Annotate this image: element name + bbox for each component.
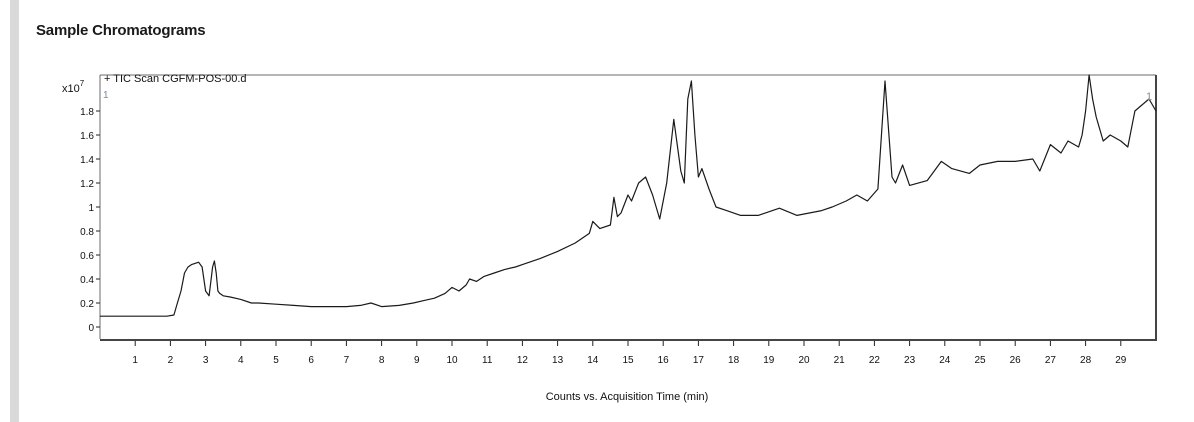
x-tick-label: 20 xyxy=(798,355,810,366)
y-tick-label: 0.6 xyxy=(80,251,94,262)
x-tick-label: 6 xyxy=(308,355,314,366)
y-axis: 0 0.2 0.4 0.6 0.8 1 1.2 1.4 1.6 1.8 xyxy=(80,107,100,334)
corner-marker-left: 1 xyxy=(103,90,109,101)
x-tick-label: 24 xyxy=(939,355,951,366)
x-tick-label: 26 xyxy=(1010,355,1022,366)
section-title: Sample Chromatograms xyxy=(36,22,206,39)
corner-marker-right: 1 xyxy=(1146,91,1152,103)
x-tick-label: 19 xyxy=(763,355,775,366)
x-tick-label: 13 xyxy=(552,355,564,366)
left-gutter-bar xyxy=(10,0,19,422)
x-tick-label: 15 xyxy=(622,355,634,366)
x-tick-label: 28 xyxy=(1080,355,1092,366)
y-multiplier: x107 xyxy=(62,79,85,95)
y-tick-label: 1 xyxy=(88,203,94,214)
y-multiplier-exponent: 7 xyxy=(80,79,85,88)
x-tick-label: 1 xyxy=(132,355,138,366)
x-tick-label: 16 xyxy=(658,355,670,366)
x-tick-label: 14 xyxy=(587,355,599,366)
series-layer xyxy=(100,74,1157,317)
x-axis: 1 2 3 4 5 6 7 8 9 10 11 12 13 14 15 16 17 18 19 20 21 22 23 24 2… xyxy=(132,341,1127,366)
x-tick-label: 11 xyxy=(482,355,493,366)
chart-title: + TIC Scan CGFM-POS-00.d xyxy=(104,73,247,85)
x-tick-label: 27 xyxy=(1045,355,1057,366)
y-tick-label: 0.8 xyxy=(80,227,94,238)
y-tick-label: 0.2 xyxy=(80,299,94,310)
plot-frame xyxy=(99,74,1157,341)
x-tick-label: 29 xyxy=(1115,355,1127,366)
x-tick-label: 2 xyxy=(168,355,174,366)
x-tick-label: 22 xyxy=(869,355,881,366)
x-tick-label: 3 xyxy=(203,355,209,366)
x-tick-label: 21 xyxy=(834,355,846,366)
y-tick-label: 1.2 xyxy=(80,179,94,190)
y-tick-label: 0 xyxy=(88,323,94,334)
y-tick-label: 1.4 xyxy=(80,155,94,166)
tic-series-line xyxy=(100,74,1157,317)
x-tick-label: 25 xyxy=(974,355,986,366)
x-tick-label: 18 xyxy=(728,355,740,366)
y-tick-label: 1.6 xyxy=(80,131,94,142)
x-tick-label: 10 xyxy=(446,355,458,366)
x-tick-label: 9 xyxy=(414,355,420,366)
y-multiplier-base: x10 xyxy=(62,83,80,95)
x-tick-label: 17 xyxy=(693,355,705,366)
x-tick-label: 23 xyxy=(904,355,916,366)
x-tick-label: 5 xyxy=(273,355,279,366)
y-tick-label: 1.8 xyxy=(80,107,94,118)
y-tick-label: 0.4 xyxy=(80,275,94,286)
x-tick-label: 8 xyxy=(379,355,385,366)
x-tick-label: 4 xyxy=(238,355,244,366)
x-axis-label: Counts vs. Acquisition Time (min) xyxy=(546,391,709,403)
x-tick-label: 7 xyxy=(344,355,350,366)
x-tick-label: 12 xyxy=(517,355,529,366)
